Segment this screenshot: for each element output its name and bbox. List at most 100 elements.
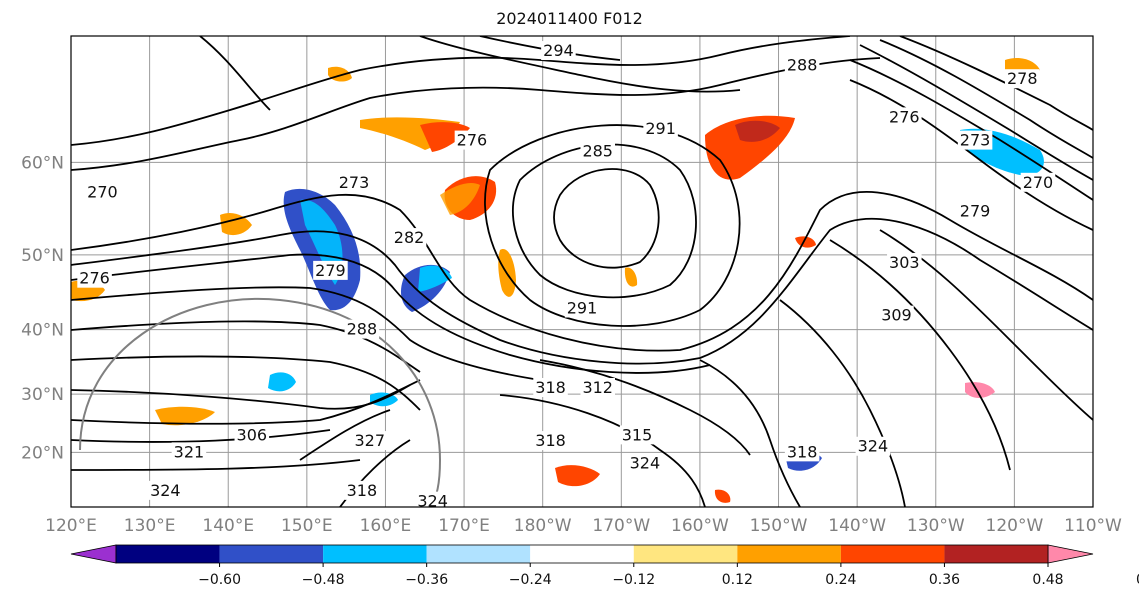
contour-label-bg bbox=[887, 107, 922, 127]
longitude-label: 120°E bbox=[45, 516, 97, 536]
map-frame bbox=[70, 35, 1094, 508]
longitude-label: 140°E bbox=[202, 516, 254, 536]
latitude-label: 30°N bbox=[21, 385, 64, 405]
latitude-label: 40°N bbox=[21, 321, 64, 341]
contour-label-bg bbox=[85, 182, 120, 202]
contour-label-bg bbox=[784, 55, 820, 75]
longitude-label: 150°W bbox=[750, 516, 808, 536]
contour-label-bg bbox=[957, 201, 993, 221]
colorbar-segment bbox=[944, 545, 1048, 563]
contour-label: 318 bbox=[535, 378, 566, 397]
colorbar-segment bbox=[323, 545, 427, 563]
contour-lines bbox=[71, 36, 1093, 507]
contour-label: 288 bbox=[347, 320, 378, 339]
shade-negative bbox=[268, 372, 296, 392]
contour-label: 327 bbox=[354, 431, 385, 450]
shade-positive bbox=[440, 183, 480, 215]
colorbar-segment bbox=[530, 545, 634, 563]
shade-positive bbox=[714, 489, 731, 503]
contour-label: 303 bbox=[889, 253, 920, 272]
contour-label-bg bbox=[533, 378, 568, 398]
colorbar-tick-label: −0.12 bbox=[612, 572, 655, 588]
colorbar-segment bbox=[633, 545, 738, 563]
contour-label-bg bbox=[1020, 172, 1056, 192]
latitude-label: 50°N bbox=[21, 246, 64, 266]
longitude-label: 110°W bbox=[1064, 516, 1122, 536]
contour-label: 276 bbox=[889, 107, 920, 126]
contour-label-bg bbox=[533, 431, 568, 451]
longitude-labels: 120°E 130°E 140°E 150°E 160°E 170°E 180°W 170°W… bbox=[45, 516, 1122, 536]
contour-label: 282 bbox=[394, 228, 425, 247]
contour-label: 324 bbox=[417, 492, 448, 511]
contour-label-bg bbox=[784, 442, 820, 462]
contour-label: 288 bbox=[787, 55, 818, 74]
contour-label-bg bbox=[879, 305, 914, 325]
map-area bbox=[71, 36, 1093, 507]
contour-label: 279 bbox=[315, 261, 346, 280]
colorbar-frame bbox=[115, 544, 1049, 564]
contour-label-bg bbox=[313, 260, 348, 280]
longitude-label: 160°W bbox=[671, 516, 729, 536]
contour-label: 278 bbox=[1007, 69, 1038, 88]
contour-label: 273 bbox=[960, 131, 991, 150]
contour-label: 294 bbox=[543, 41, 574, 60]
longitude-label: 180°W bbox=[514, 516, 572, 536]
map-title: 2024011400 F012 bbox=[496, 9, 643, 28]
contour-label-bg bbox=[887, 252, 922, 272]
contour-label: 321 bbox=[174, 442, 205, 461]
colorbar-tick-label: 0.36 bbox=[929, 572, 960, 588]
contour-label: 270 bbox=[1023, 173, 1054, 192]
contour-label-bg bbox=[344, 480, 380, 500]
contour-label-bg bbox=[643, 119, 678, 139]
contour-label-bg bbox=[580, 378, 615, 398]
latitude-labels: 60°N 50°N 40°N 30°N 20°N bbox=[21, 153, 64, 463]
colorbar-tick-label: 0.48 bbox=[1032, 572, 1063, 588]
shade-positive bbox=[735, 120, 780, 142]
contour-label-bg bbox=[234, 425, 270, 445]
contour-label: 318 bbox=[535, 431, 566, 450]
contour-labels: 270 276 279 288 273 276 282 285 294 291 288 291 309 3… bbox=[77, 41, 1056, 511]
longitude-label: 130°E bbox=[124, 516, 176, 536]
colorbar: −0.60 −0.48 −0.36 −0.24 −0.12 0.12 0.24 0.36 0.4… bbox=[70, 544, 1139, 588]
longitude-label: 140°W bbox=[828, 516, 886, 536]
colorbar-segment bbox=[737, 545, 841, 563]
contour-label-bg bbox=[627, 453, 663, 473]
shade-positive bbox=[624, 267, 638, 287]
shade-positive bbox=[965, 382, 995, 398]
colorbar-tick-label: 0.60 bbox=[1136, 572, 1139, 588]
longitude-label: 160°E bbox=[360, 516, 412, 536]
contour-label-bg bbox=[454, 130, 490, 150]
gridlines bbox=[71, 36, 1093, 507]
colorbar-segment bbox=[426, 545, 531, 563]
contour-label: 276 bbox=[457, 131, 488, 150]
colorbar-segment bbox=[116, 545, 220, 563]
latitude-label: 60°N bbox=[21, 153, 64, 173]
colorbar-extend-high bbox=[1047, 544, 1094, 564]
contour-label-bg bbox=[855, 436, 891, 456]
colorbar-extend-low bbox=[70, 544, 117, 564]
longitude-label: 130°W bbox=[907, 516, 965, 536]
contour-label-bg bbox=[580, 141, 615, 161]
longitude-label: 150°E bbox=[281, 516, 333, 536]
contour-label-bg bbox=[1004, 69, 1040, 89]
contour-label: 324 bbox=[630, 454, 661, 473]
contour-label: 318 bbox=[347, 481, 378, 500]
contour-label: 285 bbox=[582, 142, 613, 161]
colorbar-tick-label: 0.12 bbox=[722, 572, 753, 588]
contour-label-bg bbox=[148, 480, 183, 500]
colorbar-segment bbox=[219, 545, 324, 563]
contour-label: 306 bbox=[237, 425, 268, 444]
colorbar-tick-label: −0.48 bbox=[302, 572, 345, 588]
contour-label-bg bbox=[336, 172, 372, 192]
contour-label: 291 bbox=[567, 299, 598, 318]
shade-positive bbox=[795, 236, 816, 248]
shade-positive bbox=[420, 122, 470, 152]
contour-label-bg bbox=[77, 268, 112, 288]
latitude-label: 20°N bbox=[21, 443, 64, 463]
contour-label-bg bbox=[171, 442, 207, 462]
colorbar-tick-label: 0.24 bbox=[825, 572, 856, 588]
contour-label: 273 bbox=[339, 173, 370, 192]
contour-label: 318 bbox=[787, 442, 818, 461]
longitude-label: 170°E bbox=[438, 516, 490, 536]
